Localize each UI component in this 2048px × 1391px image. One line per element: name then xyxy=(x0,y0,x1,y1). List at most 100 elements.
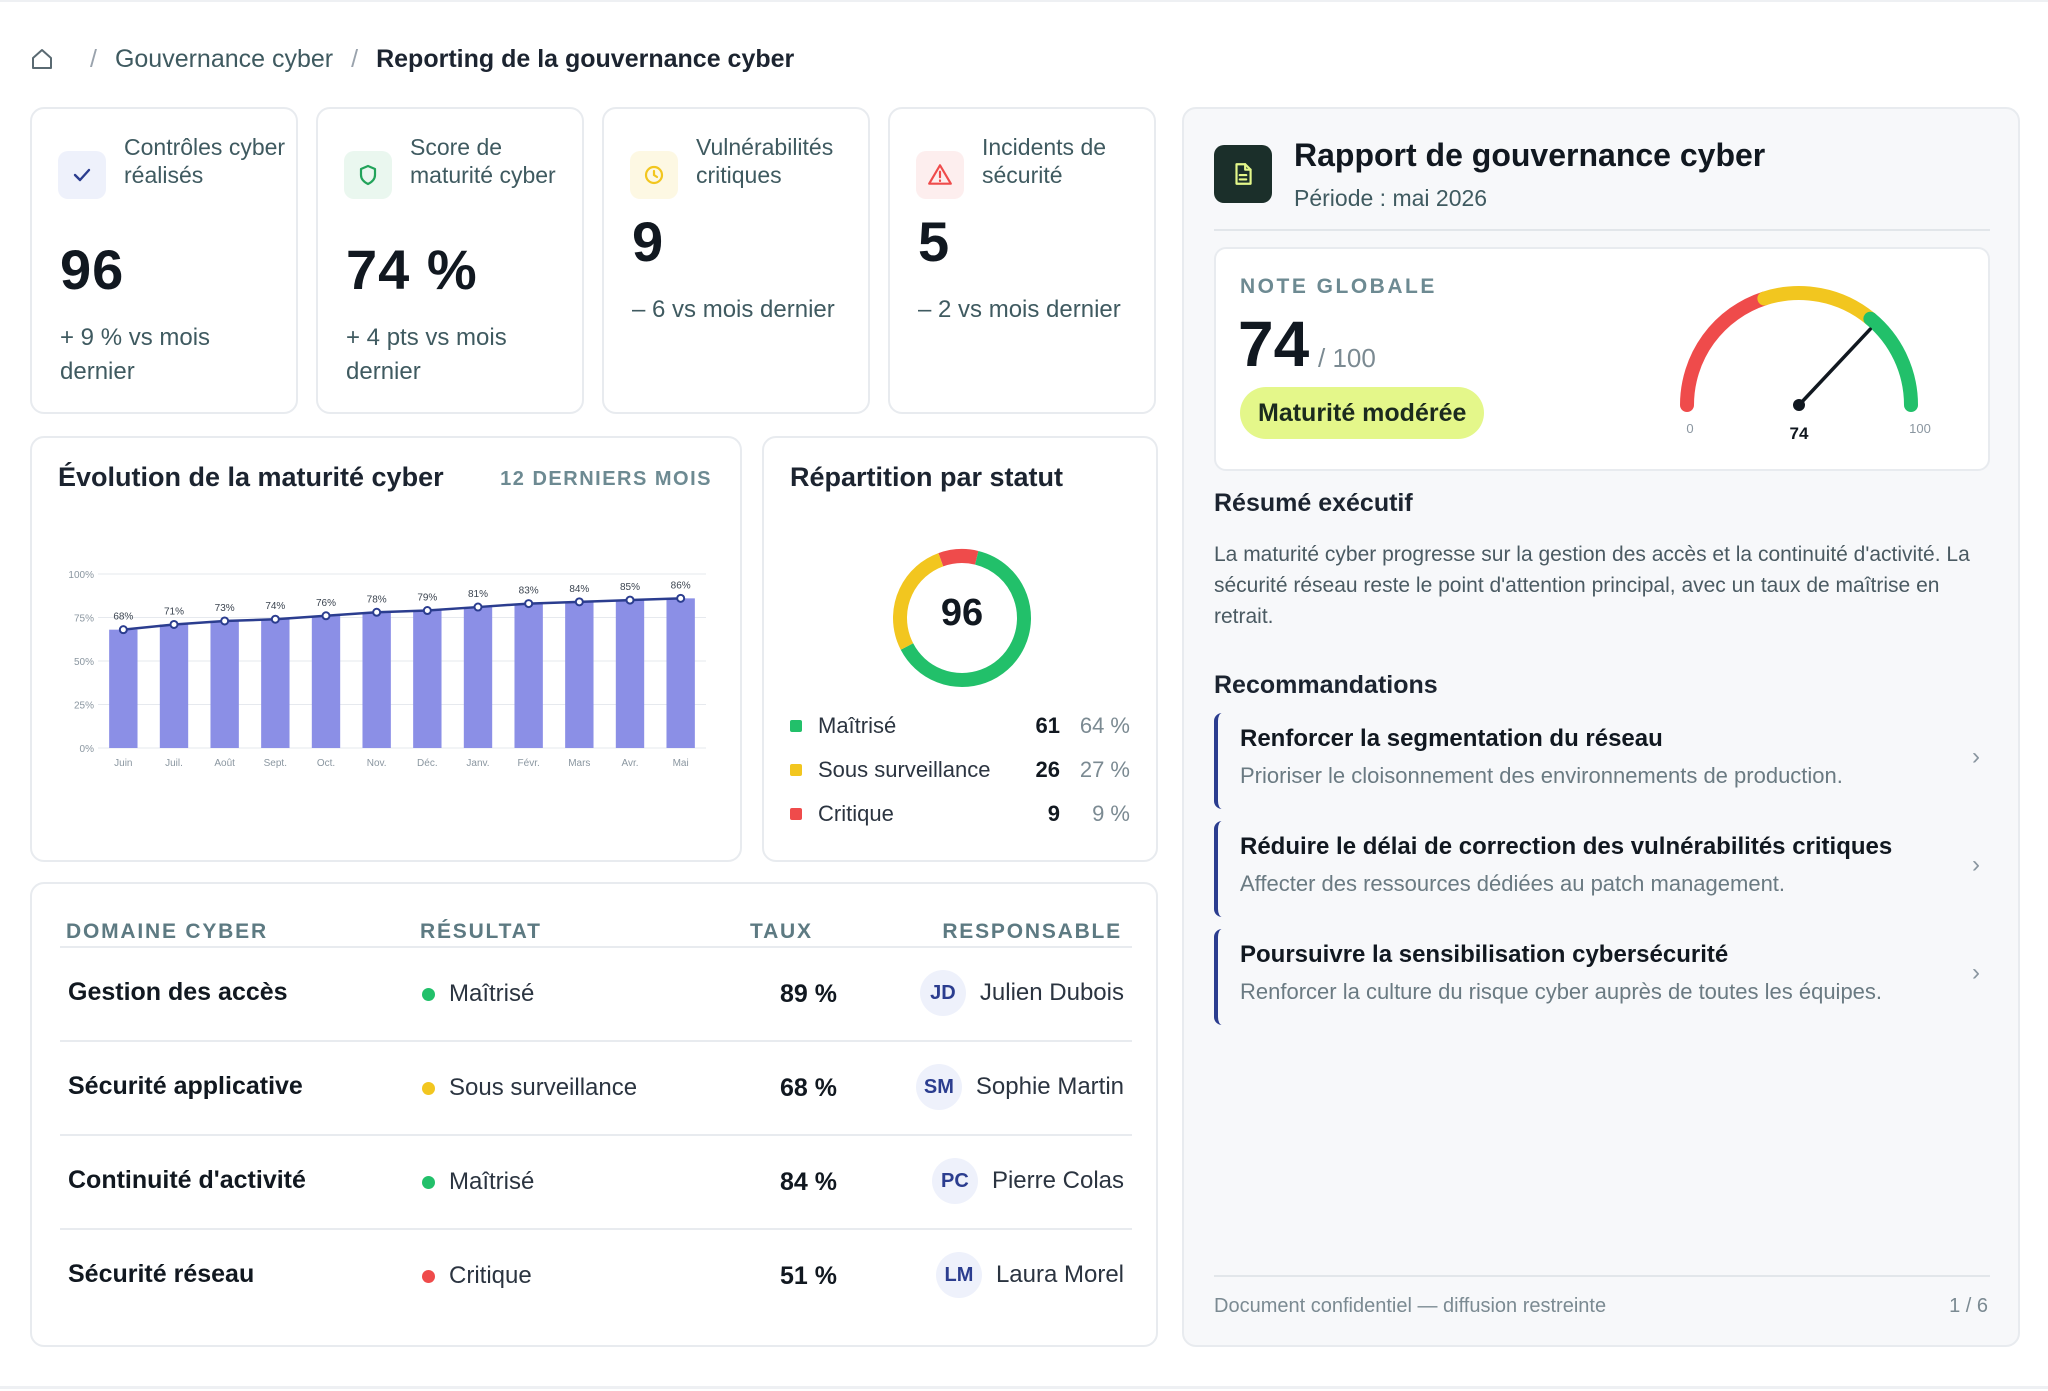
gauge-needle xyxy=(1797,327,1872,407)
shield-icon xyxy=(344,151,392,199)
report-title: Rapport de gouvernance cyber xyxy=(1294,137,1766,173)
avatar: PC xyxy=(931,1158,978,1204)
column-header-result[interactable]: RÉSULTAT xyxy=(420,920,542,943)
bar-value-label: 85% xyxy=(620,582,640,593)
bar xyxy=(210,620,239,748)
check-icon xyxy=(58,151,106,199)
owner-name: Julien Dubois xyxy=(979,979,1124,1006)
bar-value-label: 78% xyxy=(367,594,387,605)
table-row[interactable]: Sécurité applicative Sous surveillance 6… xyxy=(60,1040,1132,1136)
owner-cell: PC Pierre Colas xyxy=(931,1156,1124,1206)
report-period: Période : mai 2026 xyxy=(1294,185,1488,211)
column-header-rate[interactable]: TAUX xyxy=(750,920,813,943)
status-donut-chart xyxy=(893,549,1031,687)
bar-value-label: 76% xyxy=(316,598,336,609)
status-count: 9 xyxy=(1047,801,1060,826)
kpi-label: Vulnérabilités critiques xyxy=(696,134,834,188)
kpi-delta: – 2 vs mois dernier xyxy=(918,296,1121,323)
breadcrumb-parent-link[interactable]: Gouvernance cyber xyxy=(114,44,334,73)
home-icon[interactable] xyxy=(30,47,54,71)
clock-icon xyxy=(630,151,678,199)
chart-period-label: 12 DERNIERS MOIS xyxy=(500,468,712,490)
status-count: 61 xyxy=(1035,713,1060,738)
kpi-label: Contrôles cyber réalisés xyxy=(124,134,286,188)
bar xyxy=(565,601,594,748)
rate-value: 89 % xyxy=(780,980,837,1008)
rate-value: 51 % xyxy=(780,1262,837,1290)
maturity-gauge: 0 74 100 xyxy=(1680,286,1931,443)
status-percent: 64 % xyxy=(1079,713,1130,738)
status-name: Maîtrisé xyxy=(818,713,897,738)
bar xyxy=(413,610,442,748)
bar-value-label: 81% xyxy=(468,589,488,600)
domain-name: Sécurité réseau xyxy=(68,1260,255,1288)
recommendation-description: Renforcer la culture du risque cyber aup… xyxy=(1240,979,1883,1004)
gauge-value-label: 74 xyxy=(1790,424,1809,443)
column-header-domain[interactable]: DOMAINE CYBER xyxy=(66,920,268,943)
legend-swatch xyxy=(790,808,802,820)
warning-icon xyxy=(916,151,964,199)
gauge-arc-segment xyxy=(1863,311,1918,412)
recommendation-title: Poursuivre la sensibilisation cybersécur… xyxy=(1240,941,1729,968)
gauge-arc-segment xyxy=(1757,286,1878,326)
kpi-card-maturity[interactable]: Score de maturité cyber 74 % + 4 pts vs … xyxy=(316,107,584,414)
confidentiality-note: Document confidentiel — diffusion restre… xyxy=(1214,1295,1607,1317)
trend-point xyxy=(524,599,534,609)
status-name: Sous surveillance xyxy=(818,757,991,782)
trend-point xyxy=(169,619,179,629)
recommendation-item[interactable]: Renforcer la segmentation du réseau Prio… xyxy=(1214,713,1994,809)
kpi-value: 5 xyxy=(918,210,951,273)
rate-value: 68 % xyxy=(780,1074,837,1102)
table-row[interactable]: Gestion des accès Maîtrisé 89 % JD Julien… xyxy=(60,946,1132,1042)
owner-name: Sophie Martin xyxy=(975,1073,1124,1100)
x-tick-label: Juin xyxy=(114,758,132,769)
bar xyxy=(514,603,543,748)
overall-score-card: NOTE GLOBALE 74 / 100 Maturité modérée 0… xyxy=(1214,247,1990,471)
status-row-critique: Critique 9 9 % xyxy=(790,798,1130,830)
owner-name: Laura Morel xyxy=(995,1261,1124,1288)
column-header-owner[interactable]: RESPONSABLE xyxy=(942,920,1122,943)
table-row[interactable]: Sécurité réseau Critique 51 % LM Laura Mo… xyxy=(60,1228,1132,1324)
y-tick-label: 75% xyxy=(74,614,94,625)
bar xyxy=(109,629,138,748)
kpi-card-controls[interactable]: Contrôles cyber réalisés 96 + 9 % vs moi… xyxy=(30,107,298,414)
executive-summary: La maturité cyber progresse sur la gesti… xyxy=(1214,543,1970,628)
recommendation-item[interactable]: Poursuivre la sensibilisation cybersécur… xyxy=(1214,929,1994,1025)
trend-point xyxy=(118,625,128,635)
chevron-right-icon[interactable]: › xyxy=(1972,743,1980,770)
kpi-card-incidents[interactable]: Incidents de sécurité 5 – 2 vs mois dern… xyxy=(888,107,1156,414)
summary-title: Résumé exécutif xyxy=(1214,489,1413,517)
bar xyxy=(463,607,493,748)
chevron-right-icon[interactable]: › xyxy=(1972,851,1980,878)
trend-point xyxy=(220,616,230,626)
table-row[interactable]: Continuité d'activité Maîtrisé 84 % PC Pi… xyxy=(60,1134,1132,1230)
trend-point xyxy=(270,614,280,624)
kpi-card-vulnerabilities[interactable]: Vulnérabilités critiques 9 – 6 vs mois d… xyxy=(602,107,870,414)
bar xyxy=(615,600,645,748)
page-indicator: 1 / 6 xyxy=(1949,1295,1988,1317)
kpi-value: 74 % xyxy=(346,238,478,301)
donut-segment xyxy=(893,549,1031,687)
avatar: JD xyxy=(919,970,966,1016)
x-tick-label: Mars xyxy=(568,758,590,769)
bar-value-label: 79% xyxy=(417,593,437,604)
bar xyxy=(311,615,341,748)
kpi-delta: + 4 pts vs mois dernier xyxy=(346,324,507,385)
overall-score-label: NOTE GLOBALE xyxy=(1240,275,1437,298)
result-cell: Critique xyxy=(422,1262,532,1290)
bar-value-label: 83% xyxy=(519,586,539,597)
document-icon xyxy=(1214,145,1272,203)
top-divider xyxy=(0,0,2048,2)
status-card: Répartition par statut 96 Maîtrisé 61 64… xyxy=(762,436,1158,862)
overall-score-value: 74 xyxy=(1238,308,1310,380)
result-label: Maîtrisé xyxy=(449,1168,535,1195)
recommendation-item[interactable]: Réduire le délai de correction des vulné… xyxy=(1214,821,1994,917)
owner-cell: LM Laura Morel xyxy=(935,1250,1124,1300)
recommendation-title: Réduire le délai de correction des vulné… xyxy=(1240,833,1893,860)
bottom-divider xyxy=(0,1386,2048,1389)
bar xyxy=(666,598,695,748)
chevron-right-icon[interactable]: › xyxy=(1972,959,1980,986)
status-title: Répartition par statut xyxy=(790,462,1064,492)
x-tick-label: Août xyxy=(214,758,235,769)
status-row-maitrise: Maîtrisé 61 64 % xyxy=(790,710,1130,742)
